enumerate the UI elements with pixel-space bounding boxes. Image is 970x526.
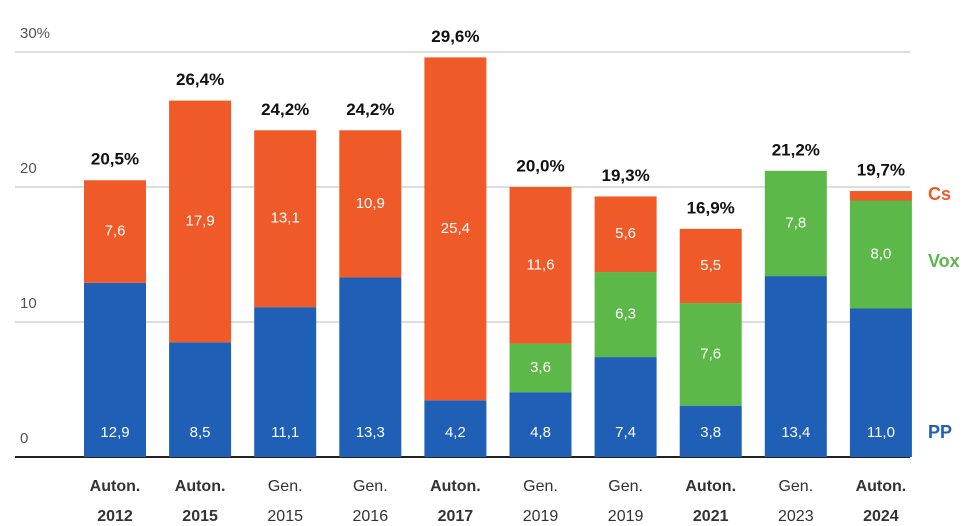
total-label: 20,0%	[516, 156, 564, 175]
total-label: 20,5%	[91, 150, 139, 169]
bar-segment	[679, 405, 742, 457]
bar-segment	[679, 303, 742, 406]
x-tick-label: 2016	[353, 508, 389, 525]
x-tick-label: Auton.	[430, 478, 481, 495]
bar-segment	[849, 191, 912, 201]
bar-segment	[509, 392, 572, 457]
bar-segment	[594, 272, 657, 358]
x-tick-label: Gen.	[268, 478, 303, 495]
segment-label: 6,3	[615, 306, 636, 323]
bar-segment	[424, 57, 487, 401]
legend-label: Cs	[928, 184, 951, 204]
x-tick-label: 2024	[863, 508, 899, 525]
x-tick-label: 2021	[693, 508, 729, 525]
y-tick-label: 0	[20, 430, 28, 447]
x-tick-label: Gen.	[778, 478, 813, 495]
segment-label: 4,2	[445, 424, 466, 441]
segment-label: 11,1	[271, 424, 299, 441]
segment-label: 11,6	[526, 256, 554, 273]
segment-label: 5,6	[615, 225, 636, 242]
bar-segment	[339, 277, 402, 457]
bar-segment	[849, 200, 912, 309]
segment-label: 12,9	[100, 424, 129, 441]
bar-segment	[424, 400, 487, 457]
segment-label: 8,5	[190, 424, 211, 441]
x-tick-label: Auton.	[90, 478, 141, 495]
segment-label: 17,9	[185, 212, 214, 229]
bar-segment	[764, 170, 827, 277]
total-label: 24,2%	[261, 100, 309, 119]
y-tick-label: 10	[20, 295, 37, 312]
segment-label: 7,4	[615, 424, 636, 441]
total-label: 19,3%	[601, 166, 649, 185]
x-tick-label: Auton.	[175, 478, 226, 495]
bar-segment	[509, 343, 572, 393]
segment-label: 5,5	[700, 257, 721, 274]
x-tick-label: Gen.	[608, 478, 643, 495]
bar-segment	[594, 196, 657, 273]
total-label: 26,4%	[176, 70, 224, 89]
y-tick-label: 30%	[20, 25, 50, 42]
segment-label: 4,8	[530, 424, 551, 441]
total-label: 16,9%	[687, 198, 735, 217]
segment-label: 3,8	[700, 424, 721, 441]
bar-segment	[764, 276, 827, 457]
bar-segment	[84, 282, 146, 457]
total-label: 19,7%	[857, 161, 905, 180]
x-tick-label: 2015	[267, 508, 303, 525]
bar-segment	[679, 228, 742, 304]
x-tick-label: Auton.	[856, 478, 907, 495]
bar-segment	[254, 130, 317, 308]
x-tick-label: 2015	[182, 508, 218, 525]
bar-segment	[254, 307, 317, 457]
bar-segment	[849, 308, 912, 457]
y-tick-label: 20	[20, 160, 37, 177]
segment-label: 7,6	[700, 345, 721, 362]
segment-label: 25,4	[441, 220, 470, 237]
segment-label: 7,6	[105, 223, 126, 240]
segment-label: 11,0	[867, 424, 895, 441]
bar-segment	[169, 342, 232, 457]
x-tick-label: 2012	[97, 508, 133, 525]
x-tick-label: 2017	[438, 508, 474, 525]
segment-label: 8,0	[870, 245, 891, 262]
total-label: 29,6%	[431, 27, 479, 46]
segment-label: 13,4	[781, 424, 810, 441]
total-label: 24,2%	[346, 100, 394, 119]
x-tick-label: Gen.	[523, 478, 558, 495]
segment-label: 7,8	[785, 214, 806, 231]
segment-label: 13,3	[356, 424, 385, 441]
bar-segment	[594, 357, 657, 457]
segment-label: 10,9	[356, 195, 385, 212]
legend-label: Vox	[928, 251, 960, 271]
x-tick-label: 2019	[523, 508, 559, 525]
segment-label: 3,6	[530, 359, 551, 376]
legend-label: PP	[928, 422, 952, 442]
x-tick-label: 2023	[778, 508, 814, 525]
bar-segment	[509, 187, 572, 344]
x-tick-label: 2019	[608, 508, 644, 525]
bar-segment	[169, 100, 232, 343]
x-tick-label: Gen.	[353, 478, 388, 495]
bar-segment	[339, 130, 402, 278]
x-tick-label: Auton.	[685, 478, 736, 495]
total-label: 21,2%	[772, 140, 820, 159]
segment-label: 13,1	[271, 210, 300, 227]
bar-segment	[84, 180, 146, 283]
